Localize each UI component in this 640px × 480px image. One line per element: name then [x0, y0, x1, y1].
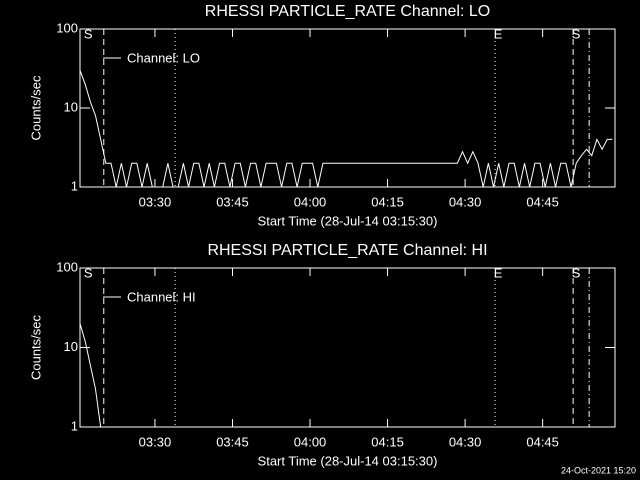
y-tick-label: 100 — [56, 259, 78, 274]
x-tick-label: 04:15 — [371, 434, 404, 449]
chart-title: RHESSI PARTICLE_RATE Channel: HI — [207, 242, 487, 259]
x-tick-label: 04:15 — [371, 194, 404, 209]
y-axis-label: Counts/sec — [28, 75, 43, 141]
x-tick-label: 04:45 — [526, 434, 559, 449]
x-axis-label: Start Time (28-Jul-14 03:15:30) — [258, 213, 438, 228]
x-tick-label: 04:00 — [294, 194, 327, 209]
x-tick-label: 04:45 — [526, 194, 559, 209]
legend-label: Channel: LO — [127, 50, 200, 65]
data-line — [79, 70, 613, 188]
x-tick-label: 04:00 — [294, 434, 327, 449]
footer-timestamp: 24-Oct-2021 15:20 — [561, 465, 636, 475]
x-tick-label: 03:45 — [216, 434, 249, 449]
event-label: S — [572, 26, 581, 41]
x-tick-label: 04:30 — [449, 194, 482, 209]
event-label: S — [84, 26, 93, 41]
x-tick-label: 03:45 — [216, 194, 249, 209]
x-axis-label: Start Time (28-Jul-14 03:15:30) — [258, 453, 438, 468]
y-tick-label: 100 — [56, 20, 78, 35]
x-tick-label: 03:30 — [139, 194, 172, 209]
x-tick-label: 04:30 — [449, 434, 482, 449]
legend-label: Channel: HI — [127, 289, 196, 304]
event-label: E — [494, 265, 503, 280]
y-tick-label: 1 — [71, 178, 78, 193]
x-tick-label: 03:30 — [139, 434, 172, 449]
event-label: S — [84, 265, 93, 280]
y-tick-label: 1 — [71, 418, 78, 433]
event-label: E — [494, 26, 503, 41]
data-line — [79, 323, 102, 428]
y-axis-label: Counts/sec — [28, 314, 43, 380]
chart-title: RHESSI PARTICLE_RATE Channel: LO — [205, 3, 490, 20]
y-tick-label: 10 — [64, 99, 78, 114]
event-label: S — [572, 265, 581, 280]
y-tick-label: 10 — [64, 339, 78, 354]
